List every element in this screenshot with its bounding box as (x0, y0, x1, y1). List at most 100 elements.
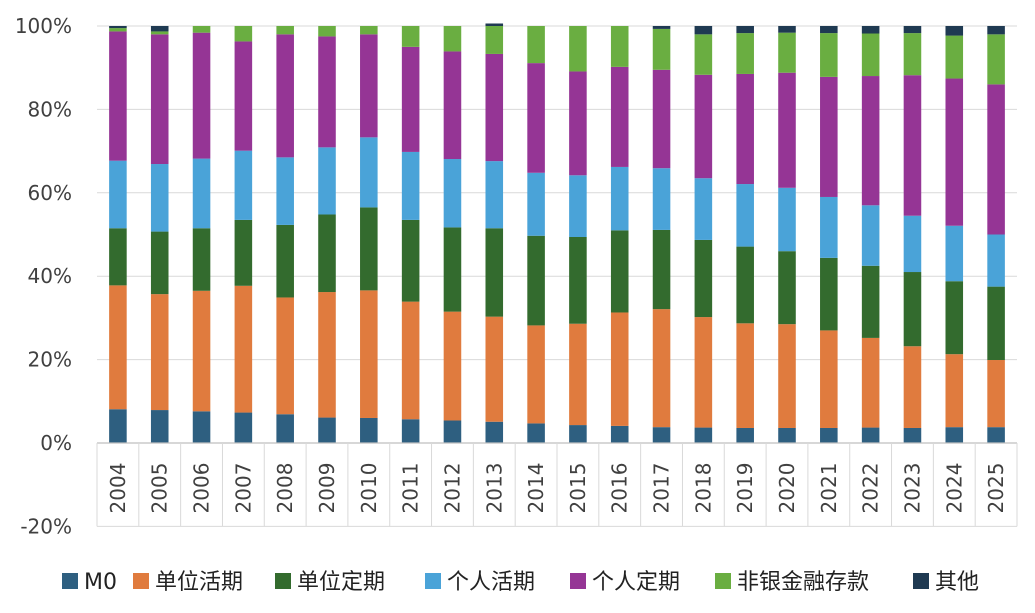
bar-segment-其他-2005 (150, 26, 169, 32)
bar-segment-单位定期-2024 (945, 281, 964, 355)
bar-segment-个人活期-2004 (109, 160, 127, 229)
bar-segment-单位活期-2025 (987, 360, 1005, 428)
bar-segment-单位活期-2009 (318, 292, 336, 418)
bar-segment-单位活期-2010 (360, 290, 378, 418)
bar-segment-个人定期-2023 (903, 75, 922, 216)
x-tick-label: 2016 (608, 463, 632, 514)
bar-segment-单位活期-2019 (736, 323, 754, 428)
bar-segment-个人活期-2025 (987, 234, 1005, 287)
bar-segment-非银金融存款-2008 (276, 26, 294, 35)
bar-segment-单位活期-2004 (109, 285, 127, 410)
bar-segment-个人活期-2021 (820, 196, 838, 258)
legend-swatch (570, 573, 586, 589)
bar-segment-非银金融存款-2011 (401, 26, 420, 47)
bar-segment-个人活期-2011 (401, 151, 420, 220)
bar-segment-非银金融存款-2021 (820, 33, 838, 77)
y-tick-label: 20% (28, 348, 72, 372)
x-tick-label: 2022 (859, 463, 883, 514)
bar-segment-个人活期-2019 (736, 184, 754, 247)
bar-segment-单位活期-2011 (401, 301, 420, 420)
x-tick-label: 2012 (440, 463, 464, 514)
legend: M0 单位活期 单位定期 个人活期 个人定期 非银金融存款 其他 (62, 570, 979, 595)
x-tick-label: 2006 (190, 463, 214, 514)
x-tick-label: 2009 (315, 463, 339, 514)
bar-segment-其他-2022 (861, 26, 880, 34)
bar-segment-个人定期-2015 (569, 71, 587, 176)
bar-segment-个人活期-2015 (569, 175, 587, 238)
legend-swatch (133, 573, 149, 589)
bar-segment-个人活期-2013 (485, 161, 504, 229)
bar-segment-个人定期-2005 (150, 34, 169, 165)
bar-segment-M0-2014 (527, 423, 545, 443)
bar-segment-单位定期-2009 (318, 214, 336, 293)
bar-segment-个人活期-2006 (192, 158, 211, 229)
bar-segment-个人定期-2022 (861, 76, 880, 206)
y-tick-label: 100% (15, 14, 72, 38)
x-tick-label: 2025 (984, 463, 1008, 514)
bar-segment-M0-2015 (569, 425, 587, 443)
bar-segment-其他-2018 (694, 26, 713, 35)
bar-segment-单位定期-2020 (778, 251, 796, 325)
x-tick-label: 2017 (650, 463, 674, 514)
bar-segment-单位定期-2021 (820, 257, 838, 331)
bar-segment-单位定期-2013 (485, 228, 504, 317)
bar-segment-单位活期-2005 (150, 294, 169, 411)
bar-segment-M0-2006 (192, 411, 211, 443)
bar-segment-个人定期-2016 (610, 66, 629, 167)
bar-segment-个人活期-2005 (150, 164, 169, 232)
legend-swatch (275, 573, 291, 589)
y-tick-label: 80% (28, 97, 72, 121)
bar-segment-单位定期-2023 (903, 272, 922, 347)
x-tick-label: 2005 (148, 463, 172, 514)
bar-segment-个人活期-2008 (276, 157, 294, 225)
bar-segment-个人活期-2010 (360, 137, 378, 208)
y-tick-label: 40% (28, 264, 72, 288)
bar-segment-个人定期-2008 (276, 34, 294, 158)
bar-segment-非银金融存款-2019 (736, 33, 754, 74)
bar-segment-M0-2022 (861, 427, 880, 443)
bar-segment-其他-2019 (736, 26, 754, 34)
x-tick-label: 2015 (566, 463, 590, 514)
bar-segment-非银金融存款-2025 (987, 34, 1005, 85)
bar-segment-M0-2017 (652, 427, 671, 443)
bar-segment-非银金融存款-2006 (192, 26, 211, 33)
bar-segment-单位定期-2016 (610, 230, 629, 313)
bar-segment-M0-2013 (485, 421, 504, 443)
bar-segment-个人活期-2009 (318, 147, 336, 215)
bar-segment-M0-2004 (109, 409, 127, 443)
bar-segment-单位活期-2023 (903, 346, 922, 428)
bar-segment-其他-2017 (652, 26, 671, 29)
bar-segment-个人定期-2025 (987, 84, 1005, 235)
x-tick-label: 2013 (482, 463, 506, 514)
bar-segment-非银金融存款-2004 (109, 28, 127, 32)
bar-segment-非银金融存款-2015 (569, 26, 587, 72)
bar-segment-M0-2012 (443, 420, 462, 443)
bar-segment-非银金融存款-2014 (527, 26, 545, 64)
bar-segment-其他-2023 (903, 26, 922, 34)
bar-segment-单位活期-2024 (945, 354, 964, 428)
bar-segment-非银金融存款-2010 (360, 26, 378, 35)
bar-segment-M0-2016 (610, 425, 629, 443)
bar-segment-单位活期-2014 (527, 325, 545, 424)
bar-segment-其他-2021 (820, 26, 838, 34)
legend-label: 单位活期 (155, 570, 243, 595)
bar-segment-单位定期-2014 (527, 235, 545, 326)
bar-segment-单位活期-2012 (443, 311, 462, 421)
bar-segment-个人活期-2012 (443, 159, 462, 228)
bar-segment-非银金融存款-2023 (903, 33, 922, 76)
bar-segment-非银金融存款-2018 (694, 34, 713, 75)
bar-segment-单位活期-2008 (276, 297, 294, 415)
bar-segment-M0-2018 (694, 427, 713, 443)
bar-segment-单位定期-2011 (401, 219, 420, 302)
bar-segment-M0-2025 (987, 427, 1005, 443)
bar-segment-个人定期-2011 (401, 46, 420, 152)
bar-segment-非银金融存款-2022 (861, 33, 880, 77)
bar-segment-单位定期-2006 (192, 228, 211, 291)
bar-segment-单位定期-2010 (360, 207, 378, 291)
bar-segment-其他-2020 (778, 26, 796, 33)
bar-segment-单位定期-2017 (652, 229, 671, 310)
bar-segment-个人活期-2007 (234, 150, 253, 220)
x-tick-label: 2023 (900, 463, 924, 514)
bar-segment-个人活期-2014 (527, 172, 545, 236)
